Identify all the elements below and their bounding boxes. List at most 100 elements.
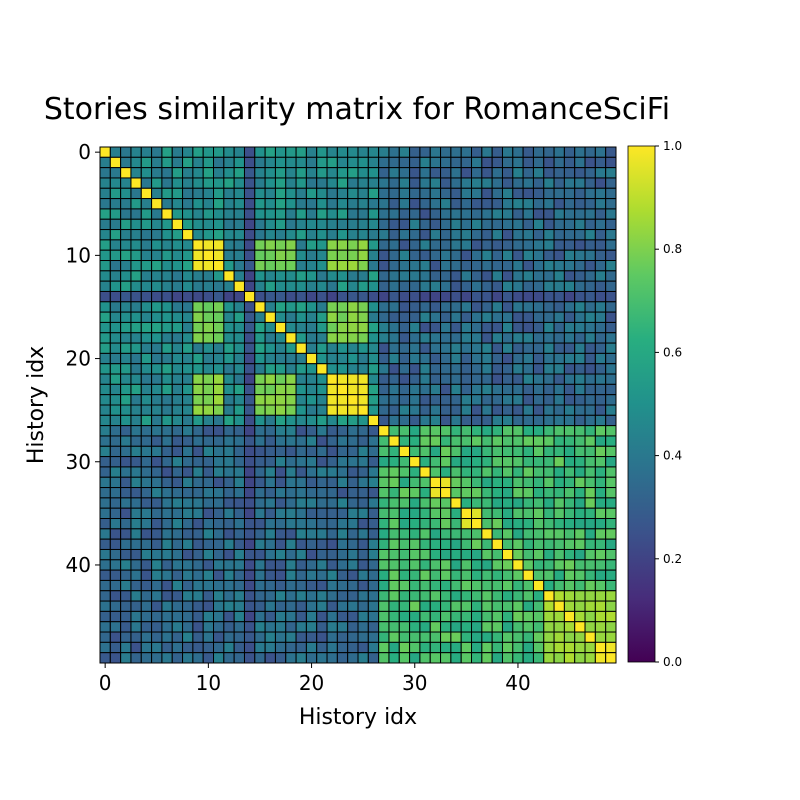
heatmap-cell	[161, 167, 173, 179]
heatmap-cell	[285, 476, 297, 489]
heatmap-cell	[295, 528, 307, 540]
heatmap-cell	[326, 641, 338, 654]
heatmap-cell	[243, 249, 256, 262]
heatmap-cell	[316, 518, 328, 530]
heatmap-cell	[553, 631, 565, 643]
heatmap-cell	[151, 167, 163, 179]
heatmap-cell	[553, 239, 565, 251]
heatmap-cell	[522, 518, 534, 530]
heatmap-cell	[574, 321, 586, 334]
heatmap-cell	[161, 641, 173, 654]
heatmap-cell	[543, 156, 555, 169]
heatmap-cell	[192, 156, 204, 169]
heatmap-cell	[140, 311, 153, 323]
heatmap-cell	[594, 621, 607, 633]
heatmap-cell	[182, 559, 194, 571]
heatmap-cell	[285, 641, 297, 654]
heatmap-cell	[99, 507, 111, 520]
heatmap-cell	[450, 610, 462, 623]
heatmap-cell	[388, 332, 400, 344]
heatmap-cell	[605, 507, 617, 520]
heatmap-cell	[295, 538, 307, 550]
heatmap-cell	[109, 187, 122, 200]
heatmap-cell	[140, 476, 153, 489]
heatmap-cell	[532, 528, 545, 540]
heatmap-cell	[161, 239, 173, 251]
heatmap-cell	[543, 146, 555, 158]
heatmap-cell	[254, 239, 266, 251]
heatmap-cell	[491, 404, 503, 416]
heatmap-cell	[553, 146, 565, 158]
heatmap-cell	[295, 559, 307, 571]
heatmap-cell	[151, 146, 163, 158]
heatmap-cell	[594, 631, 607, 643]
heatmap-cell	[553, 507, 565, 520]
heatmap-cell	[481, 466, 493, 478]
heatmap-cell	[378, 321, 390, 334]
heatmap-cell	[305, 280, 318, 292]
heatmap-cell	[584, 610, 596, 623]
heatmap-cell	[532, 487, 545, 499]
heatmap-cell	[388, 652, 400, 664]
heatmap-cell	[274, 342, 287, 354]
heatmap-cell	[419, 538, 431, 550]
colorbar-tick-label: 0.8	[663, 242, 682, 256]
heatmap-cell	[491, 167, 503, 179]
heatmap-cell	[140, 652, 153, 664]
heatmap-cell	[243, 590, 256, 602]
heatmap-cell	[553, 177, 565, 189]
heatmap-cell	[336, 260, 349, 272]
heatmap-cell	[429, 466, 442, 478]
heatmap-cell	[450, 301, 462, 313]
heatmap-cell	[274, 652, 287, 664]
heatmap-cell	[491, 538, 503, 550]
heatmap-cell	[388, 600, 400, 612]
heatmap-cell	[109, 487, 122, 499]
heatmap-cell	[99, 373, 111, 385]
heatmap-cell	[243, 198, 256, 210]
heatmap-cell	[574, 538, 586, 550]
heatmap-cell	[336, 352, 349, 365]
heatmap-cell	[161, 146, 173, 158]
heatmap-cell	[140, 590, 153, 602]
heatmap-cell	[563, 579, 576, 592]
heatmap-cell	[192, 425, 204, 437]
heatmap-cell	[99, 590, 111, 602]
heatmap-cell	[471, 187, 483, 200]
heatmap-cell	[512, 177, 524, 189]
heatmap-cell	[202, 260, 215, 272]
heatmap-cell	[192, 383, 204, 396]
heatmap-cell	[398, 332, 411, 344]
heatmap-cell	[450, 352, 462, 365]
heatmap-cell	[357, 528, 369, 540]
heatmap-cell	[512, 487, 524, 499]
heatmap-cell	[378, 156, 390, 169]
heatmap-cell	[574, 559, 586, 571]
heatmap-cell	[202, 621, 215, 633]
heatmap-cell	[264, 321, 276, 334]
heatmap-cell	[471, 548, 483, 561]
heatmap-cell	[213, 404, 225, 416]
heatmap-cell	[584, 332, 596, 344]
heatmap-cell	[264, 177, 276, 189]
heatmap-cell	[295, 569, 307, 581]
heatmap-cell	[419, 569, 431, 581]
heatmap-cell	[378, 208, 390, 220]
heatmap-cell	[491, 507, 503, 520]
heatmap-cell	[254, 187, 266, 200]
heatmap-cell	[274, 352, 287, 365]
heatmap-cell	[202, 538, 215, 550]
heatmap-cell	[440, 394, 452, 406]
heatmap-cell	[605, 414, 617, 427]
x-axis-label: History idx	[299, 705, 417, 730]
heatmap-cell	[378, 569, 390, 581]
heatmap-cell	[501, 249, 514, 262]
heatmap-cell	[254, 383, 266, 396]
heatmap-cell	[326, 404, 338, 416]
heatmap-cell	[471, 559, 483, 571]
heatmap-cell	[223, 394, 235, 406]
heatmap-cell	[130, 394, 142, 406]
heatmap-cell	[543, 507, 555, 520]
heatmap-cell	[347, 621, 359, 633]
heatmap-cell	[388, 414, 400, 427]
